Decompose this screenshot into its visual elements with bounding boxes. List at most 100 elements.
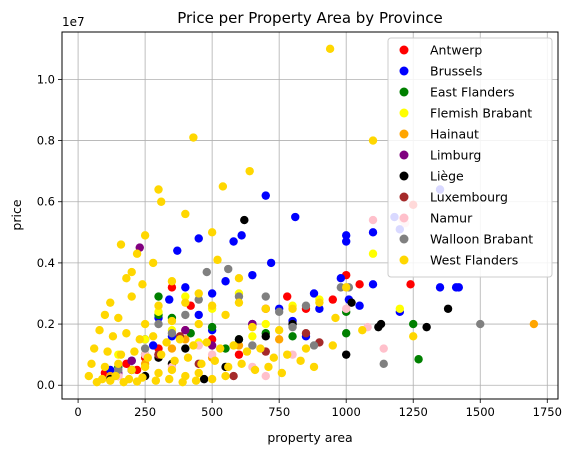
data-point: [207, 322, 217, 332]
data-point: [165, 374, 174, 384]
x-tick-label: 500: [201, 405, 223, 419]
data-point: [261, 191, 270, 200]
data-point: [221, 371, 230, 381]
data-point: [301, 329, 311, 338]
data-point: [194, 368, 203, 378]
data-point: [376, 319, 386, 329]
data-point: [143, 353, 152, 362]
data-point: [106, 376, 115, 385]
data-point: [154, 307, 163, 317]
data-point: [336, 273, 346, 283]
data-point: [261, 304, 270, 313]
data-point: [266, 258, 276, 268]
legend-label: Luxembourg: [430, 190, 508, 205]
data-point: [395, 304, 405, 313]
data-point: [130, 347, 139, 356]
data-point: [167, 329, 177, 338]
data-point: [301, 301, 311, 310]
legend-marker: [399, 45, 409, 55]
data-point: [248, 341, 257, 350]
data-point: [181, 209, 190, 219]
data-point: [248, 270, 257, 280]
data-point: [409, 319, 418, 329]
data-point: [194, 234, 203, 243]
data-point: [296, 356, 305, 365]
data-point: [181, 325, 190, 335]
data-point: [106, 298, 115, 307]
data-point: [245, 166, 254, 176]
data-point: [234, 350, 244, 359]
data-point: [256, 344, 265, 353]
data-point: [167, 283, 177, 292]
x-tick-label: 750: [268, 405, 290, 419]
data-point: [167, 277, 177, 286]
data-point: [309, 362, 319, 372]
data-point: [328, 341, 337, 350]
data-point: [234, 298, 244, 307]
legend-label: Walloon Brabant: [430, 232, 533, 247]
y-axis-label: price: [9, 199, 24, 230]
data-point: [341, 304, 351, 313]
data-point: [108, 332, 118, 341]
data-point: [341, 350, 351, 359]
data-point: [181, 298, 190, 307]
data-point: [274, 325, 284, 335]
data-point: [157, 350, 166, 359]
data-point: [218, 182, 228, 191]
data-point: [127, 292, 136, 301]
data-point: [194, 295, 203, 304]
plot-frame: [61, 31, 559, 400]
legend-marker: [399, 255, 409, 265]
legend-marker: [399, 129, 409, 139]
data-point: [114, 313, 123, 323]
legend-marker: [399, 213, 409, 223]
data-point: [240, 215, 249, 225]
legend-label: Limburg: [430, 148, 481, 163]
data-point: [234, 292, 244, 301]
data-point: [162, 338, 171, 347]
data-point: [341, 283, 351, 292]
data-point: [181, 310, 190, 320]
data-point: [151, 376, 161, 385]
data-point: [274, 335, 284, 344]
data-point: [237, 231, 246, 240]
data-point: [368, 249, 378, 258]
data-point: [154, 319, 163, 329]
data-point: [157, 197, 166, 206]
data-point: [283, 292, 292, 301]
data-point: [181, 283, 190, 292]
data-point: [127, 267, 136, 277]
data-point: [207, 301, 217, 310]
data-point: [138, 280, 147, 289]
series-west-flanders: [84, 44, 418, 387]
data-point: [355, 280, 364, 289]
y-tick-label: 0.2: [37, 317, 55, 331]
data-point: [315, 298, 324, 307]
data-point: [269, 353, 279, 362]
data-point: [183, 353, 193, 362]
legend-marker: [399, 234, 409, 244]
legend-label: Hainaut: [430, 127, 479, 142]
data-point: [355, 301, 364, 310]
data-point: [435, 283, 445, 292]
data-point: [119, 377, 128, 387]
data-point: [274, 307, 284, 317]
data-point: [224, 264, 233, 274]
data-point: [261, 319, 270, 329]
legend-marker: [399, 108, 409, 118]
data-point: [154, 301, 163, 310]
y-tick-label: 0.0: [37, 378, 55, 392]
x-tick-label: 1000: [332, 405, 361, 419]
data-point: [191, 376, 201, 385]
data-point: [114, 359, 123, 369]
data-point: [261, 292, 270, 301]
data-point: [140, 319, 150, 329]
x-axis-label: property area: [267, 430, 352, 445]
data-point: [234, 273, 244, 283]
data-point: [127, 365, 136, 375]
data-point: [234, 335, 244, 344]
data-point: [207, 289, 217, 298]
data-point: [443, 304, 453, 313]
data-point: [173, 246, 182, 255]
